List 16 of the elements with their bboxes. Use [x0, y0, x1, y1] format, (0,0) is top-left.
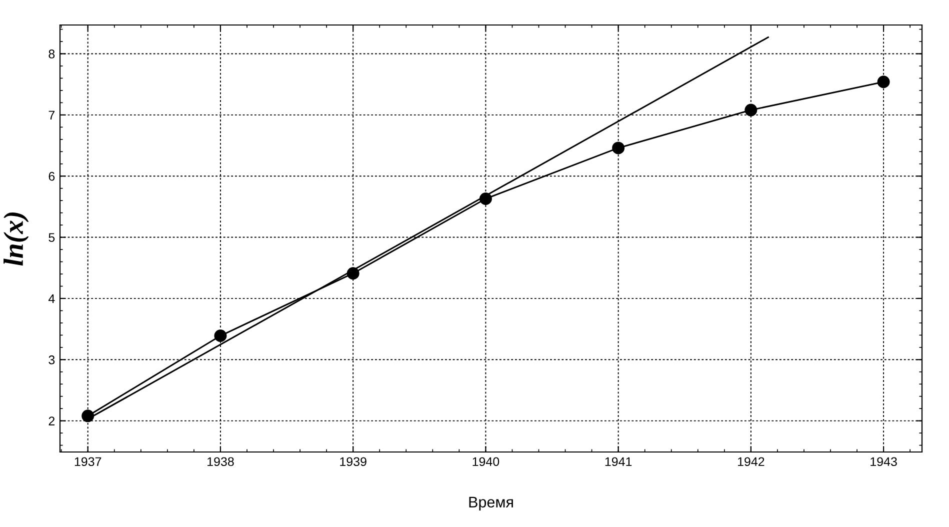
- y-tick-label: 2: [48, 416, 55, 426]
- y-tick-label: 4: [48, 294, 55, 303]
- x-tick-label: 1938: [208, 457, 234, 466]
- x-tick-label: 1939: [340, 457, 366, 466]
- x-tick-label: 1940: [472, 457, 500, 466]
- y-tick-label: 7: [48, 110, 55, 120]
- y-tick-label: 5: [48, 233, 55, 242]
- y-axis-title: ln(x): [4, 212, 29, 266]
- y-tick-label: 8: [48, 50, 55, 58]
- y-tick-label: 6: [48, 172, 55, 181]
- x-tick-label: 1943: [870, 457, 897, 466]
- x-tick-label: 1942: [738, 457, 764, 466]
- y-tick-label: 3: [48, 355, 55, 364]
- x-axis-title: Время: [469, 496, 513, 511]
- x-tick-label: 1941: [605, 457, 632, 466]
- x-tick-label: 1937: [74, 457, 102, 466]
